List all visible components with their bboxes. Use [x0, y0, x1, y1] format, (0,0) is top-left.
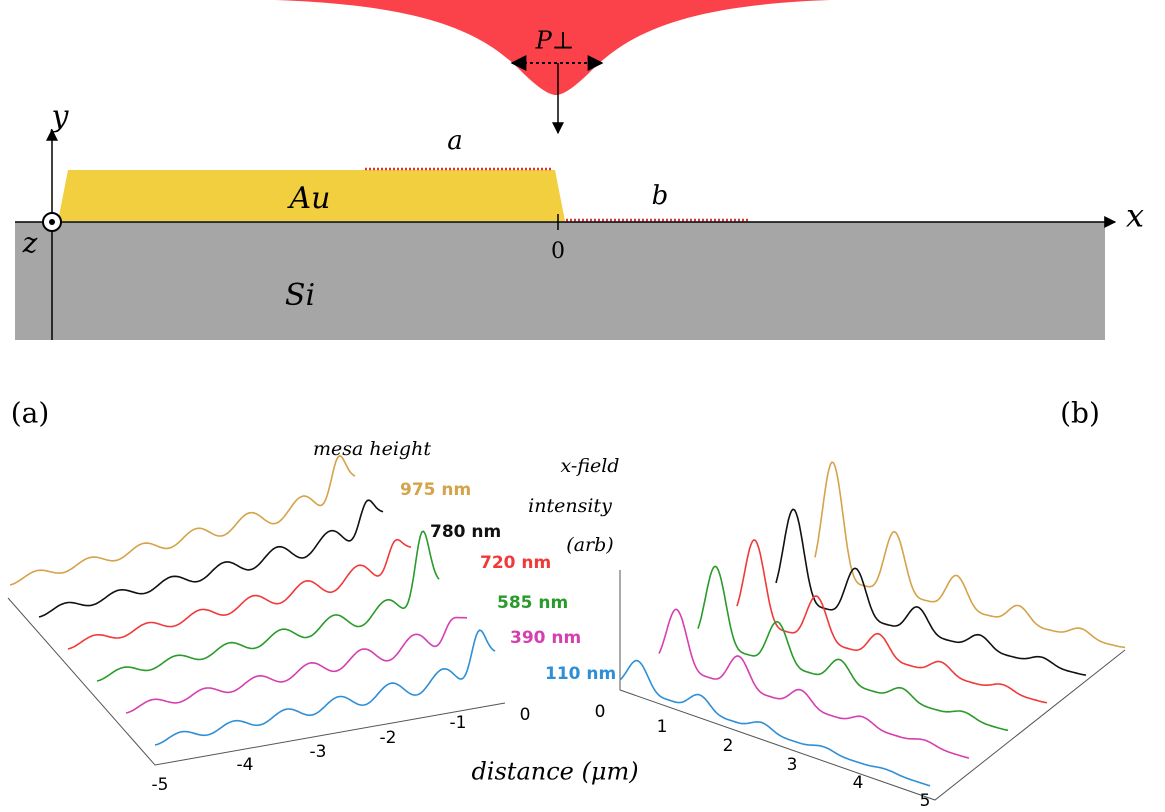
- tick-label: 0: [520, 705, 531, 725]
- series-label: 780 nm: [430, 522, 501, 542]
- curve: [698, 566, 1008, 730]
- series-label: 975 nm: [400, 480, 471, 500]
- tick-label: 3: [787, 755, 798, 775]
- segment-a-label: a: [447, 126, 463, 156]
- figure: P⊥ a b Au Si x y z 0 (a) (b) mesa height…: [0, 0, 1165, 812]
- tick-label: -4: [237, 755, 254, 775]
- tick-label: -5: [152, 775, 169, 795]
- y-axis-label: y: [50, 99, 70, 134]
- curve: [126, 618, 467, 714]
- legend-title: mesa height: [313, 438, 431, 460]
- series-label: 720 nm: [480, 553, 551, 573]
- mesa-label: Au: [287, 181, 331, 216]
- z-axis-label: z: [22, 227, 38, 260]
- series-label: 390 nm: [510, 628, 581, 648]
- tick-label: -2: [380, 728, 397, 748]
- tick-label: -3: [310, 742, 327, 762]
- segment-b-label: b: [652, 181, 669, 211]
- y-label: intensity: [528, 495, 612, 517]
- tick-label: 5: [920, 791, 931, 811]
- y-label: (arb): [566, 534, 613, 556]
- series-label: 110 nm: [545, 664, 616, 684]
- x-label: distance (μm): [471, 758, 638, 786]
- curve: [659, 609, 969, 758]
- panel-tag: (a): [11, 397, 50, 430]
- curve: [737, 540, 1047, 703]
- curve: [815, 462, 1125, 647]
- curve: [39, 500, 383, 617]
- panel-tag: (b): [1060, 397, 1100, 430]
- curve: [68, 540, 411, 649]
- y-label: x-field: [561, 455, 620, 477]
- x-axis-label: x: [1126, 197, 1144, 235]
- substrate-label: Si: [285, 278, 315, 313]
- tick-label: 1: [657, 717, 668, 737]
- origin-label: 0: [551, 239, 565, 264]
- curve: [10, 456, 355, 585]
- curve: [776, 509, 1086, 675]
- tick-label: 0: [595, 702, 606, 722]
- z-axis-dot: [49, 219, 55, 225]
- tick-label: -1: [450, 713, 467, 733]
- tick-label: 4: [853, 773, 864, 793]
- beam-label: P⊥: [535, 27, 575, 55]
- series-label: 585 nm: [497, 593, 568, 613]
- tick-label: 2: [723, 736, 734, 756]
